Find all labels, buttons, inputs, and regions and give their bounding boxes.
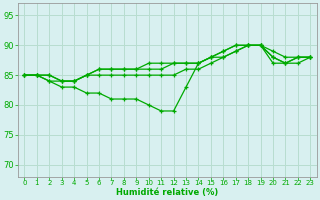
X-axis label: Humidité relative (%): Humidité relative (%) xyxy=(116,188,219,197)
